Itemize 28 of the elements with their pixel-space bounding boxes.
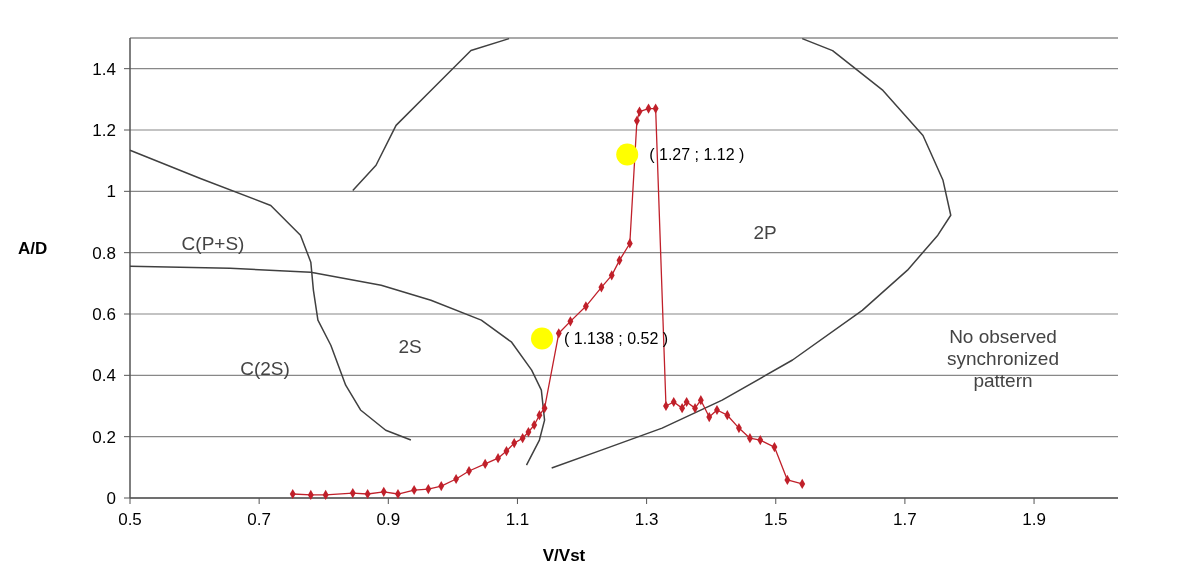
annotation: 2S xyxy=(398,335,422,357)
x-tick-label: 0.5 xyxy=(118,510,142,529)
x-axis-title: V/Vst xyxy=(542,546,586,565)
x-tick-label: 1.7 xyxy=(893,510,917,529)
x-tick-label: 1.3 xyxy=(634,510,659,529)
y-axis-title: A/D xyxy=(18,238,48,258)
annotation: C(2S) xyxy=(240,357,290,379)
y-tick-label: 0.6 xyxy=(92,304,116,324)
y-tick-label: 0.8 xyxy=(92,243,116,263)
x-tick-label: 1.5 xyxy=(763,510,788,529)
y-tick-label: 1.4 xyxy=(92,59,116,79)
y-tick-label: 0.2 xyxy=(92,427,116,447)
point xyxy=(530,327,553,350)
data-label: ( 1.138 ; 0.52 ) xyxy=(563,330,669,348)
y-tick-label: 1 xyxy=(106,182,116,202)
y-tick-label: 1.2 xyxy=(92,120,116,140)
x-tick-label: 0.7 xyxy=(247,510,271,529)
point xyxy=(616,143,639,166)
annotation: No observed synchronized pattern xyxy=(947,325,1059,391)
annotation: C(P+S) xyxy=(181,232,245,254)
x-tick-label: 0.9 xyxy=(376,510,401,529)
x-tick-label: 1.1 xyxy=(505,510,530,529)
data-label: ( 1.27 ; 1.12 ) xyxy=(649,146,745,164)
annotation: 2P xyxy=(753,221,777,243)
x-tick-label: 1.9 xyxy=(1022,510,1046,529)
line-series xyxy=(352,37,510,192)
y-tick-label: 0 xyxy=(106,488,116,508)
y-tick-label: 0.4 xyxy=(92,366,116,386)
